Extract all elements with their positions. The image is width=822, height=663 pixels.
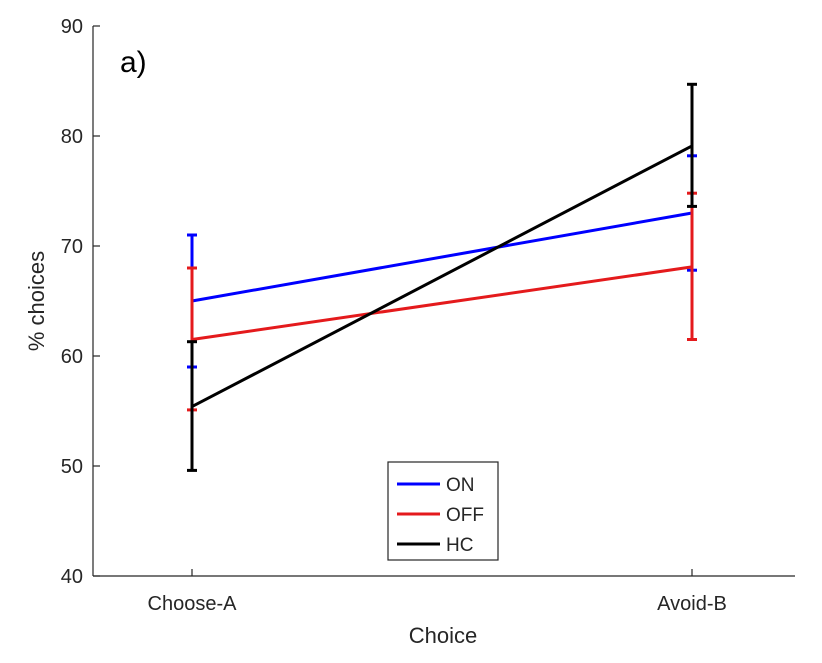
y-tick-label: 80 <box>61 126 83 148</box>
legend: ON OFF HC <box>388 462 498 560</box>
series-line <box>192 146 692 407</box>
legend-label: OFF <box>446 505 484 526</box>
y-tick-label: 40 <box>61 566 83 588</box>
panel-label: a) <box>120 46 147 79</box>
series-group <box>187 84 697 470</box>
x-axis-label: Choice <box>409 623 477 648</box>
y-axis-label: % choices <box>24 251 49 351</box>
x-tick-label: Choose-A <box>148 593 238 615</box>
series-line <box>192 213 692 301</box>
x-tick-label: Avoid-B <box>657 593 727 615</box>
legend-label: ON <box>446 475 475 496</box>
y-tick-label: 70 <box>61 236 83 258</box>
y-tick-label: 60 <box>61 346 83 368</box>
legend-label: HC <box>446 535 473 556</box>
y-tick-label: 50 <box>61 456 83 478</box>
series-on <box>187 156 697 367</box>
y-tick-label: 90 <box>61 16 83 38</box>
